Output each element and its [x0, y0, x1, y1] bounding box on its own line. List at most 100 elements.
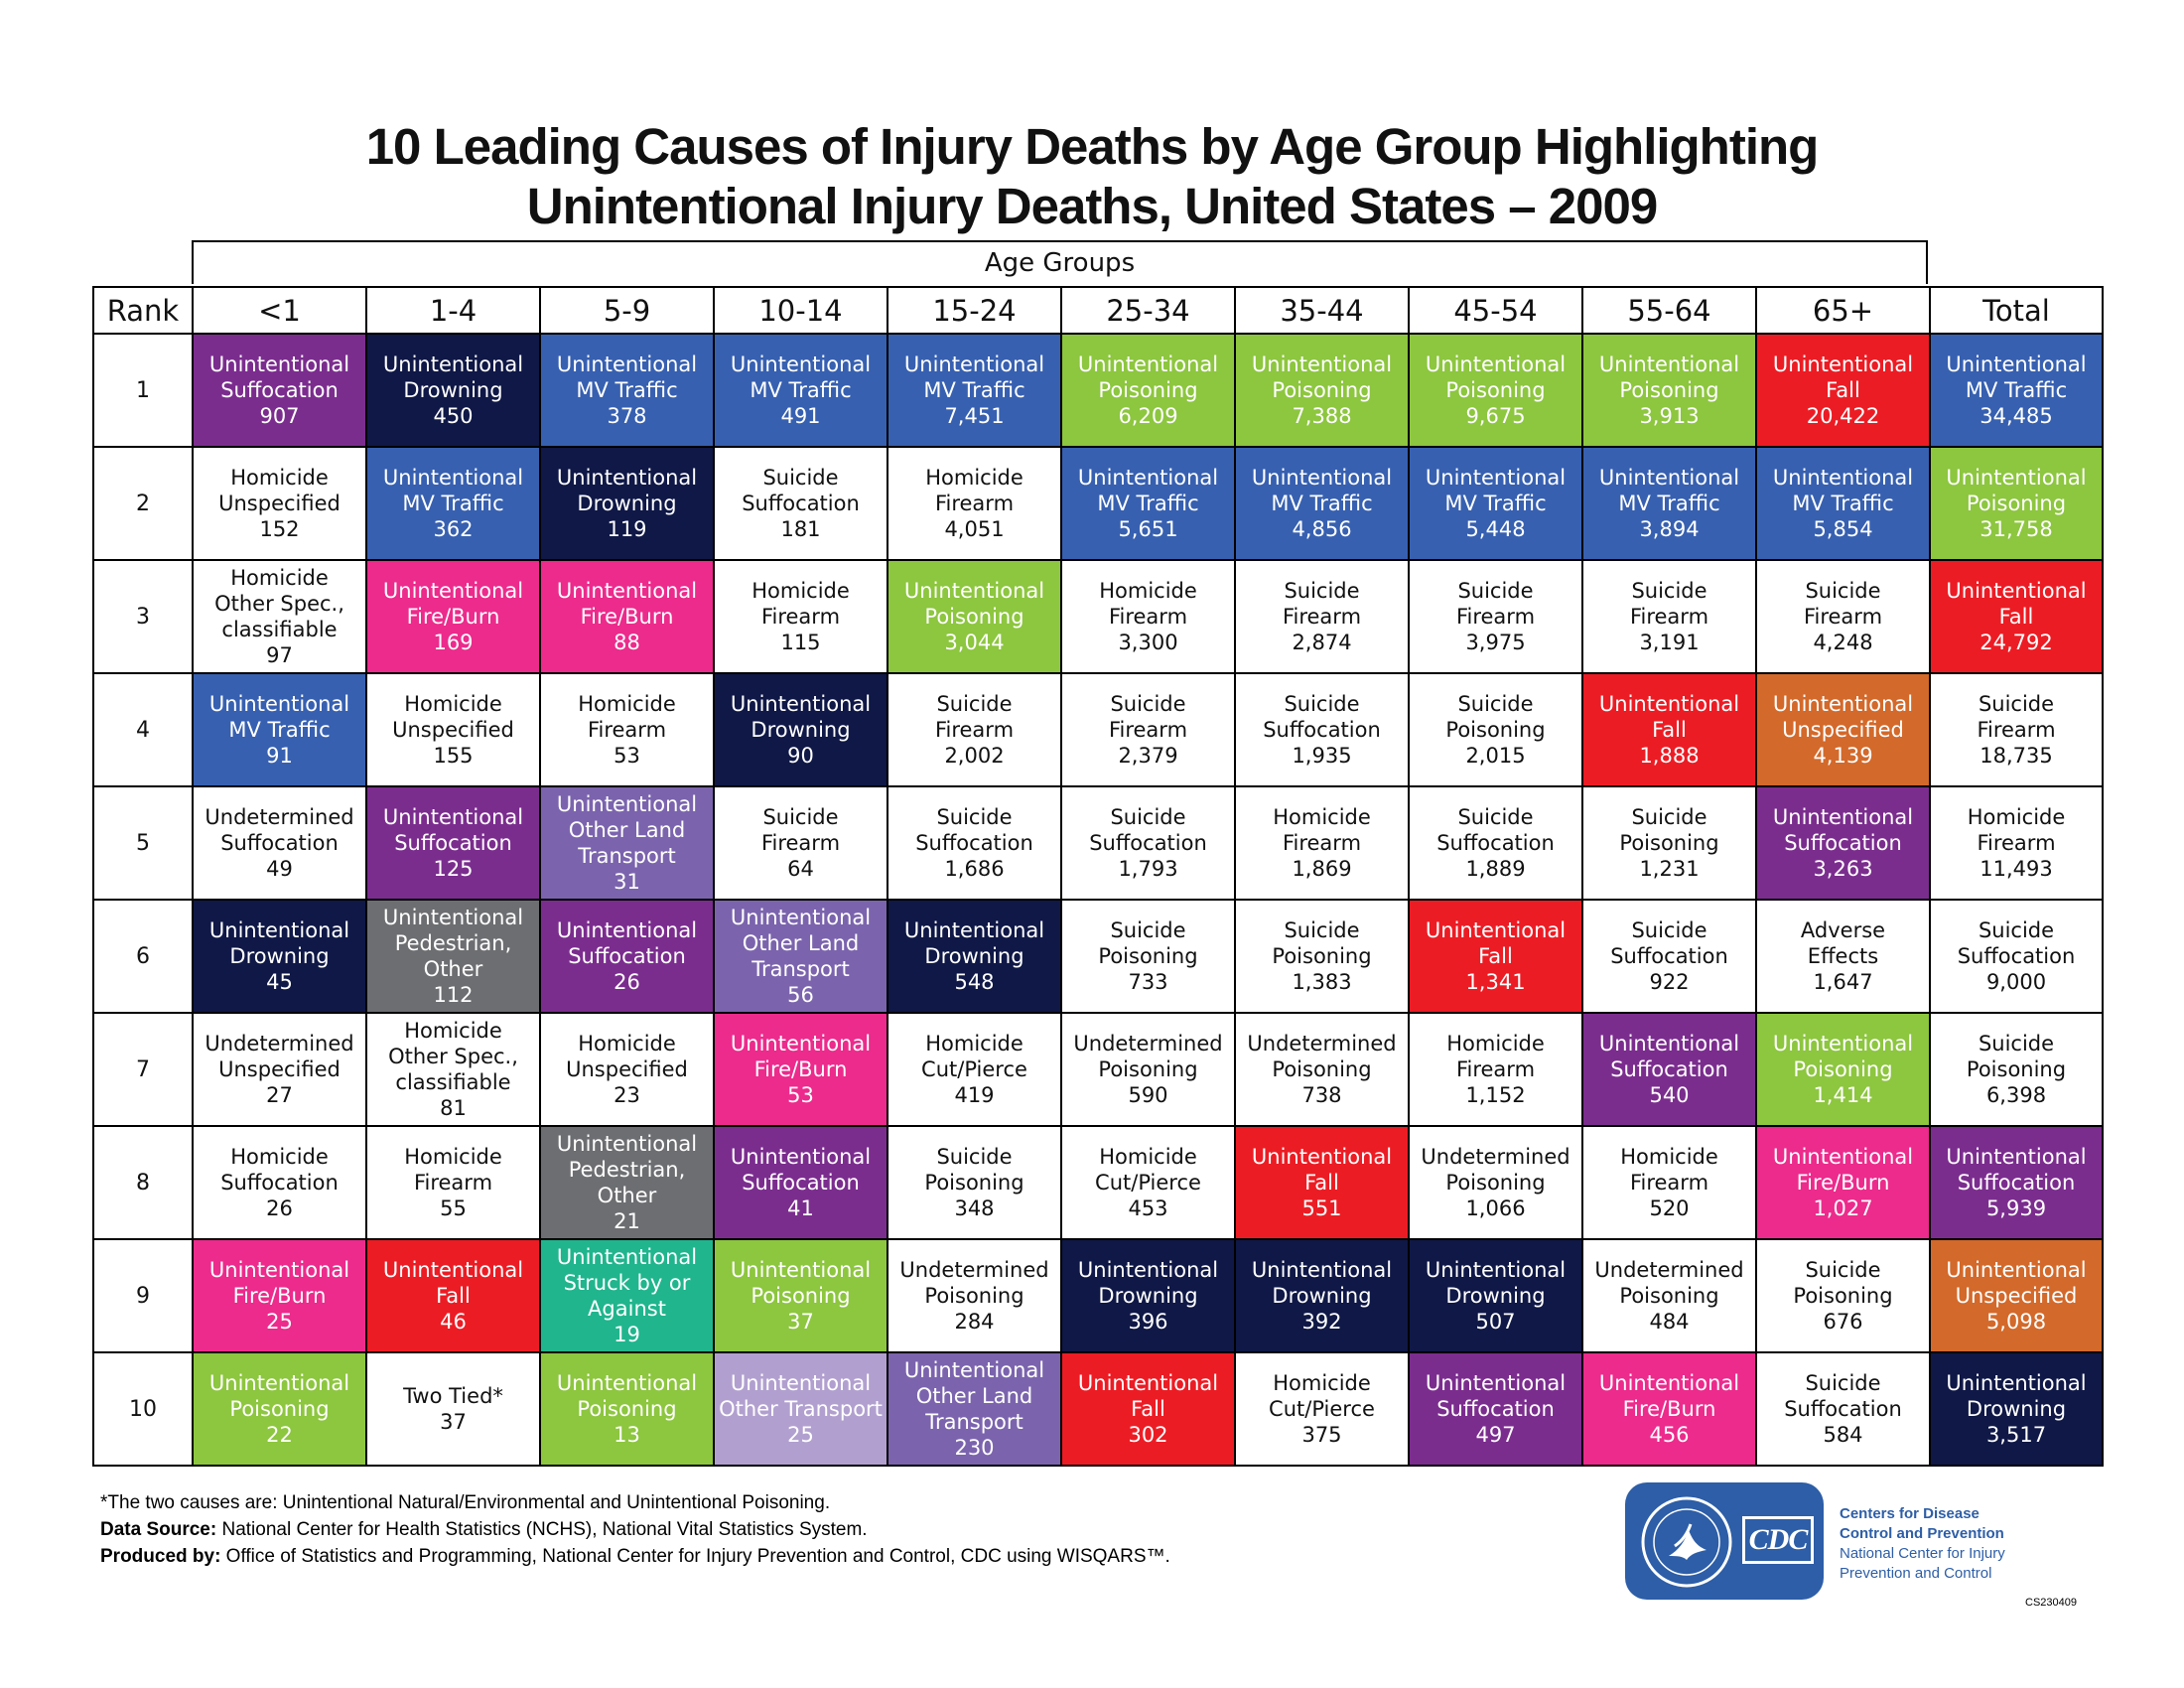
table-cell: Unintentional Poisoning 22: [192, 1351, 367, 1467]
cell-line: 26: [614, 970, 640, 994]
table-cell: Suicide Poisoning 733: [1060, 899, 1236, 1014]
table-cell: Homicide Cut/Pierce 419: [887, 1012, 1062, 1127]
cell-line: 7,451: [944, 404, 1005, 428]
table-cell: Suicide Suffocation 9,000: [1929, 899, 2104, 1014]
cell-line: 1,889: [1465, 857, 1526, 881]
cell-line: 152: [259, 517, 300, 541]
table-cell: Unintentional MV Traffic 91: [192, 672, 367, 787]
cell-line: MV Traffic: [402, 492, 504, 515]
rank-header: Rank: [92, 286, 194, 335]
table-cell: Unintentional Other Land Transport 56: [713, 899, 888, 1014]
table-cell: Unintentional Suffocation 497: [1408, 1351, 1583, 1467]
table-cell: Suicide Firearm 18,735: [1929, 672, 2104, 787]
table-cell: Homicide Other Spec., classifiable 97: [192, 559, 367, 674]
cell-line: Unspecified: [218, 1057, 341, 1081]
table-cell: Unintentional Suffocation 3,263: [1755, 785, 1931, 901]
cell-line: 49: [266, 857, 293, 881]
table-cell: Unintentional Unspecified 5,098: [1929, 1238, 2104, 1353]
cell-line: Unintentional: [1598, 352, 1740, 376]
cell-line: Unintentional: [382, 805, 524, 829]
cell-line: Firearm: [1629, 1171, 1709, 1195]
cell-line: 27: [266, 1083, 293, 1107]
cell-line: Firearm: [1455, 1057, 1536, 1081]
cell-line: 453: [1128, 1196, 1168, 1220]
cell-line: Suicide: [1631, 579, 1707, 603]
cell-line: 396: [1128, 1310, 1168, 1334]
cell-line: Unintentional: [730, 1145, 872, 1169]
cell-line: 88: [614, 631, 640, 654]
cell-line: Suicide: [1978, 1032, 2055, 1055]
cell-line: 6,398: [1985, 1083, 2047, 1107]
cell-line: MV Traffic: [1271, 492, 1373, 515]
cell-line: 23: [614, 1083, 640, 1107]
table-cell: Unintentional Fire/Burn 25: [192, 1238, 367, 1353]
cell-line: 31,758: [1979, 517, 2053, 541]
cell-line: Poisoning: [1098, 1057, 1198, 1081]
cell-line: 11,493: [1979, 857, 2053, 881]
table-header-row: Rank <1 1-4 5-9 10-14 15-24 25-34 35-44 45-54 55…: [92, 286, 2104, 335]
cell-line: Unspecified: [1955, 1284, 2078, 1308]
table-cell: Unintentional Poisoning 3,913: [1581, 333, 1757, 448]
cell-line: Unintentional: [1946, 579, 2087, 603]
cell-line: Unintentional: [1077, 1258, 1219, 1282]
cell-line: 20,422: [1806, 404, 1880, 428]
cell-line: Fall: [1131, 1397, 1165, 1421]
table-row: 3 Homicide Other Spec., classifiable 97 Unint…: [92, 559, 2104, 674]
table-cell: Suicide Suffocation 1,793: [1060, 785, 1236, 901]
cell-line: Unintentional: [556, 918, 698, 942]
table-cell: Unintentional Fire/Burn 169: [365, 559, 541, 674]
cell-line: Firearm: [934, 492, 1015, 515]
cell-line: Suffocation: [220, 831, 339, 855]
cell-line: 1,935: [1292, 744, 1352, 768]
cell-line: Unintentional: [730, 906, 872, 929]
cell-line: Homicide: [404, 692, 502, 716]
cell-line: 284: [954, 1310, 995, 1334]
cell-line: 91: [266, 744, 293, 768]
cell-line: Firearm: [1977, 718, 2056, 742]
cell-line: Poisoning: [924, 1171, 1024, 1195]
cell-line: Firearm: [934, 718, 1015, 742]
column-header: 55-64: [1581, 286, 1757, 335]
cell-line: 53: [614, 744, 640, 768]
cell-line: 540: [1649, 1083, 1690, 1107]
cell-line: Suicide: [1110, 805, 1186, 829]
cell-line: Suffocation: [1263, 718, 1381, 742]
cell-line: Homicide: [230, 1145, 329, 1169]
cell-line: Undetermined: [1073, 1032, 1223, 1055]
cell-line: 56: [787, 983, 814, 1007]
cell-line: Cut/Pierce: [921, 1057, 1027, 1081]
cell-line: Suicide: [1631, 805, 1707, 829]
cell-line: 1,152: [1465, 1083, 1526, 1107]
age-groups-header: Age Groups: [192, 240, 1928, 284]
table-cell: Suicide Firearm 3,191: [1581, 559, 1757, 674]
rank-cell: 10: [92, 1351, 194, 1467]
cell-line: 155: [433, 744, 474, 768]
cell-line: Firearm: [1108, 605, 1188, 629]
cell-line: Unintentional: [556, 1245, 698, 1269]
cell-line: 378: [607, 404, 647, 428]
cell-line: Poisoning: [1445, 1171, 1546, 1195]
cell-line: 5,651: [1118, 517, 1178, 541]
cell-line: Against: [588, 1297, 666, 1321]
column-header: <1: [192, 286, 367, 335]
table-cell: Undetermined Unspecified 27: [192, 1012, 367, 1127]
cell-line: 392: [1301, 1310, 1342, 1334]
cell-line: Fire/Burn: [1622, 1397, 1716, 1421]
cell-line: Suicide: [936, 805, 1013, 829]
cell-line: 507: [1475, 1310, 1516, 1334]
page-title: 10 Leading Causes of Injury Deaths by Ag…: [0, 117, 2184, 236]
table-cell: Unintentional Drowning 450: [365, 333, 541, 448]
cell-line: Unintentional: [903, 579, 1045, 603]
cell-line: Drowning: [403, 378, 503, 402]
column-header: 25-34: [1060, 286, 1236, 335]
rank-cell: 7: [92, 1012, 194, 1127]
table-cell: Suicide Firearm 2,002: [887, 672, 1062, 787]
cell-line: Suicide: [1805, 1371, 1881, 1395]
table-cell: Suicide Poisoning 676: [1755, 1238, 1931, 1353]
title-line-2: Unintentional Injury Deaths, United Stat…: [526, 178, 1658, 234]
cell-line: Unintentional: [556, 579, 698, 603]
cell-line: Firearm: [1803, 605, 1883, 629]
cell-line: Suffocation: [1957, 1171, 2076, 1195]
cell-line: Unintentional: [903, 352, 1045, 376]
cell-line: Unintentional: [1946, 1258, 2087, 1282]
